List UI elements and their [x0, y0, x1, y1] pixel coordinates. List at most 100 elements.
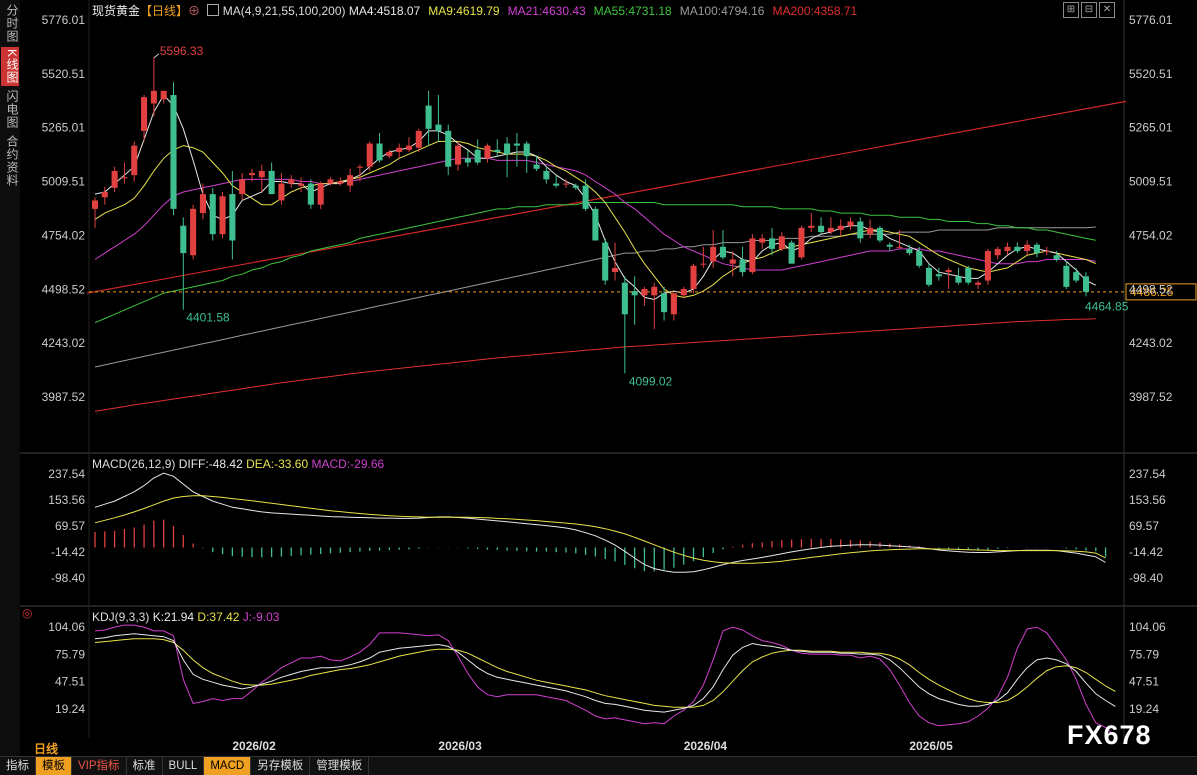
- candle-body: [1082, 276, 1090, 292]
- candle-body: [847, 221, 854, 226]
- candle-body: [131, 145, 138, 176]
- candle-body: [268, 170, 275, 195]
- kdj-tick-right: 19.24: [1129, 702, 1159, 716]
- candle-body: [1024, 244, 1031, 252]
- price-tick-left: 4498.52: [42, 282, 86, 296]
- candle-body: [592, 208, 599, 241]
- candle-body: [494, 149, 501, 152]
- candle-body: [916, 251, 923, 266]
- kdj-tick-left: 75.79: [55, 647, 85, 661]
- candle-body: [513, 143, 520, 146]
- candle-body: [543, 170, 550, 180]
- tab-manage-template[interactable]: 管理模板: [310, 757, 370, 775]
- period-label[interactable]: 日线: [34, 742, 59, 756]
- candle-body: [445, 130, 452, 167]
- candle-body: [347, 175, 354, 186]
- kdj-chart: [94, 624, 1116, 737]
- kdj-d-line: [94, 638, 1116, 708]
- tab-standard[interactable]: 标准: [127, 757, 163, 775]
- kdj-tick-right: 104.06: [1129, 620, 1166, 634]
- tab-save-template[interactable]: 另存模板: [251, 757, 311, 775]
- candle-body: [818, 225, 825, 233]
- layout-icon[interactable]: ⊟: [1081, 2, 1097, 18]
- candle-body: [837, 225, 844, 230]
- tab-timeshare[interactable]: 分时图: [5, 4, 19, 43]
- candle-body: [651, 286, 658, 296]
- candle-body: [376, 143, 383, 161]
- axes: 5776.01 5776.01 5520.51 5520.51 5265.01 5265.…: [42, 13, 1173, 753]
- candle-body: [101, 192, 108, 198]
- candle-body: [798, 227, 805, 258]
- price-tick-left: 4754.02: [42, 228, 86, 242]
- candle-body: [91, 200, 99, 209]
- candle-body: [994, 248, 1001, 256]
- macd-value: MACD:-29.66: [311, 457, 385, 471]
- ma-settings-icon[interactable]: [207, 4, 220, 16]
- candle-body: [1063, 265, 1070, 287]
- close-icon[interactable]: ✕: [1099, 2, 1115, 18]
- candle-body: [405, 145, 413, 150]
- macd-tick-left: -98.40: [51, 571, 85, 585]
- tab-template[interactable]: 模板: [36, 757, 72, 775]
- candle-body: [464, 158, 471, 163]
- candle-body: [170, 95, 177, 209]
- candle-body: [209, 194, 216, 235]
- ma-value-2: MA21:4630.43: [507, 4, 586, 18]
- price-tick-right: 3987.52: [1129, 390, 1173, 404]
- price-tick-right: 4498.52: [1129, 282, 1173, 296]
- tab-macd[interactable]: MACD: [204, 757, 252, 775]
- candle-body: [553, 183, 560, 186]
- tab-flash[interactable]: 闪电图: [5, 90, 19, 130]
- candle-body: [386, 151, 393, 157]
- tab-vip-indicators[interactable]: VIP指标: [72, 757, 127, 775]
- candle-body: [778, 236, 785, 249]
- candle-body: [611, 267, 619, 273]
- price-tick-right: 5009.51: [1129, 175, 1173, 189]
- kdj-label: KDJ(9,3,3): [92, 610, 150, 624]
- candle-body: [533, 164, 540, 169]
- chart-canvas[interactable]: 4486.25 5596.33 4401.58 4099.02 4464.85 5776…: [0, 0, 1197, 756]
- candle-body: [111, 170, 118, 188]
- tab-contract-info[interactable]: 合约资料: [5, 135, 19, 188]
- candle-body: [945, 270, 952, 273]
- candle-body: [759, 238, 766, 243]
- candle-body: [199, 194, 206, 214]
- candle-body: [396, 147, 403, 152]
- candle-body: [307, 183, 314, 205]
- candle-body: [1073, 272, 1080, 281]
- candle-body: [680, 288, 687, 296]
- ma55-line: [94, 202, 1096, 324]
- current-price-label: 4486.25: [1130, 285, 1174, 299]
- candle-body: [886, 244, 893, 247]
- candle-body: [572, 185, 579, 188]
- tab-indicators[interactable]: 指标: [0, 757, 36, 775]
- candle-body: [700, 263, 707, 265]
- kdj-j-line: [94, 624, 1116, 737]
- kdj-tick-left: 104.06: [48, 620, 85, 634]
- candle-body: [1033, 244, 1040, 254]
- candle-body: [876, 227, 883, 241]
- kdj-settings-icon[interactable]: ◎: [22, 606, 33, 620]
- candle-body: [975, 282, 982, 285]
- candle-body: [729, 259, 736, 264]
- ma-value-0: MA4:4518.07: [348, 4, 421, 18]
- tab-bull[interactable]: BULL: [163, 757, 205, 775]
- candle-body: [867, 227, 874, 235]
- candle-body: [749, 238, 756, 273]
- candle-body: [141, 97, 148, 131]
- add-indicator-icon[interactable]: ⊕: [188, 4, 201, 18]
- candle-body: [955, 276, 962, 283]
- grid-icon[interactable]: ⊞: [1063, 2, 1079, 18]
- macd-diff: DIFF:-48.42: [178, 457, 243, 471]
- candle-body: [661, 293, 668, 313]
- macd-tick-right: 237.54: [1129, 467, 1166, 481]
- high-pointer: [153, 53, 160, 59]
- price-tick-right: 5520.51: [1129, 67, 1173, 81]
- price-tick-right: 5265.01: [1129, 121, 1173, 135]
- candle-body: [631, 291, 638, 296]
- candle-body: [562, 183, 570, 185]
- tab-kline[interactable]: K线图: [1, 47, 19, 87]
- candle-body: [425, 105, 432, 129]
- candle-body: [160, 90, 167, 100]
- ma100-line: [94, 226, 1096, 368]
